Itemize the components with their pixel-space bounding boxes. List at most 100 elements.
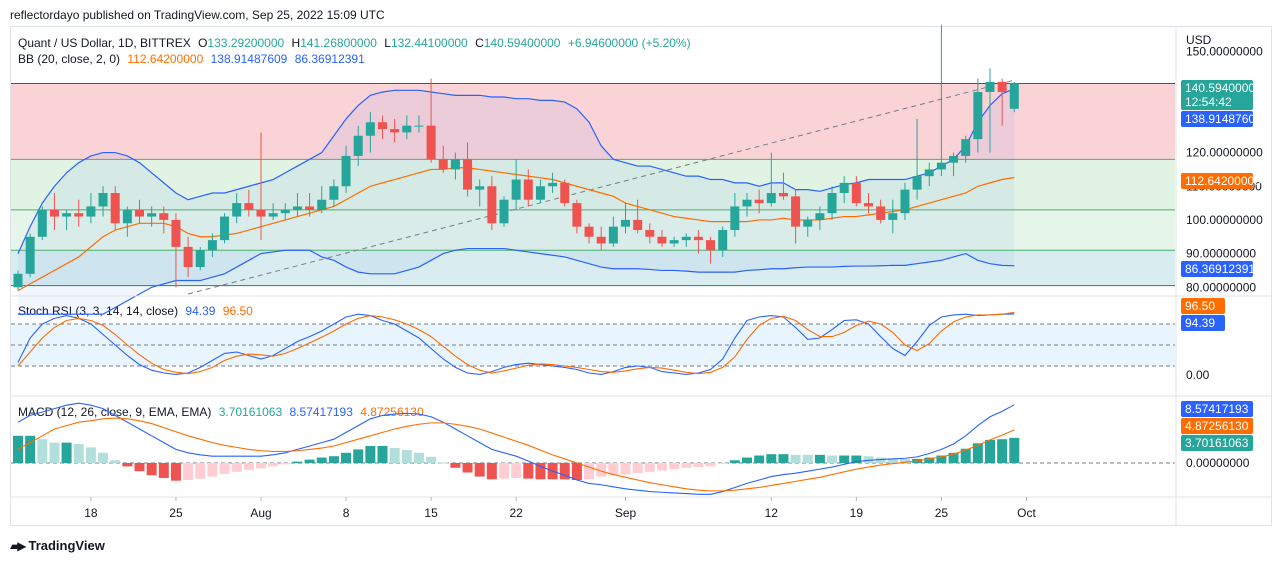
candle-body [183,246,193,268]
candle-body [171,219,181,247]
macd-histogram-bar [49,442,60,463]
macd-histogram-bar [960,448,971,463]
stoch-k-tag: 94.39 [1181,315,1225,331]
candle-body [645,230,655,237]
macd-signal-line [17,417,1015,492]
macd-histogram-bar [98,452,109,463]
zone-band-1 [11,159,1175,210]
time-tick-label: 15 [424,506,438,520]
tradingview-logo[interactable]: ▰▶ TradingView [10,538,105,553]
candle-body [706,240,716,251]
macd-histogram-bar [85,447,96,463]
candle-body [280,209,290,214]
macd-histogram-bar [243,463,254,470]
main-legend: Quant / US Dollar, 1D, BITTREX O133.2920… [18,36,695,50]
stoch-d-tag: 96.50 [1181,298,1225,314]
macd-histogram-bar [778,454,789,463]
price-tick-label: 100.00000000 [1186,213,1263,227]
candle-body [742,199,752,207]
candle-body [608,226,618,244]
macd-histogram-bar [256,463,266,469]
candle-body [1009,83,1019,109]
macd-histogram-bar [584,463,595,480]
macd-histogram-bar [511,463,522,478]
bb-legend[interactable]: BB (20, close, 2, 0) 112.64200000 138.91… [18,52,369,66]
candle-body [973,91,983,140]
candle-body [730,206,740,231]
stoch-legend[interactable]: Stoch RSI (3, 3, 14, 14, close) 94.39 96… [18,304,257,318]
macd-histogram-bar [280,463,291,465]
candle-body [292,206,302,210]
low-value: 132.44100000 [390,36,468,50]
macd-label: MACD (12, 26, close, 9, EMA, EMA) [18,405,212,419]
macd-histogram-bar [669,463,680,470]
candle-body [657,236,667,244]
macd-histogram-bar [985,439,995,463]
candle-body [329,186,339,200]
symbol-label[interactable]: Quant / US Dollar, 1D, BITTREX [18,36,191,50]
candle-body [147,213,157,217]
macd-legend[interactable]: MACD (12, 26, close, 9, EMA, EMA) 3.7016… [18,405,428,419]
macd-histogram-bar [839,455,850,463]
trend-line [187,79,1015,295]
candle-body [669,240,679,244]
macd-histogram-bar [620,463,631,475]
candle-body [365,122,375,136]
candle-body [827,192,837,214]
candle-body [135,209,144,217]
candle-body [560,182,570,204]
macd-histogram-bar [827,455,838,463]
macd-tick-label: 0.00000000 [1186,456,1250,470]
close-value: 140.59400000 [483,36,561,50]
macd-histogram-bar [705,463,716,467]
candle-body [268,213,278,217]
macd-histogram-bar [61,442,72,463]
candle-body [110,192,120,224]
candle-body [633,219,643,231]
candle-body [961,139,971,156]
macd-histogram-bar [37,439,48,463]
macd-histogram-bar [146,463,157,476]
open-value: 133.29200000 [207,36,285,50]
publisher-caption: reflectordayo published on TradingView.c… [10,8,385,22]
candle-body [511,179,521,200]
candle-body [475,186,485,190]
time-tick-label: 12 [765,506,779,520]
macd-histogram-bar [887,458,898,463]
bb-label: BB (20, close, 2, 0) [18,52,121,66]
current-price-tag: 140.59400000 12:54:42 [1181,80,1262,110]
candle-body [463,159,473,190]
candle-body [74,213,84,217]
candle-body [548,182,558,187]
macd-histogram-bar [110,460,121,463]
candle-body [778,192,788,197]
macd-histogram-bar [729,460,740,463]
candle-body [390,129,400,133]
bb-lower-line [18,247,1015,315]
candle-body [900,189,910,214]
candle-body [86,206,96,217]
candle-body [220,216,230,241]
time-tick-label: 22 [509,506,523,520]
candle-body [37,209,47,237]
price-tick-label: 90.00000000 [1186,247,1256,261]
macd-histogram-bar [681,463,692,468]
low-label: L [384,36,391,50]
bb-lower-value: 86.36912391 [294,52,365,66]
candle-body [499,199,509,224]
macd-histogram-bar [231,463,242,472]
macd-histogram-bar [499,463,509,479]
candle-body [839,182,849,193]
macd-line-value: 8.57417193 [289,405,353,419]
current-price-value: 140.59400000 [1185,81,1262,95]
candle-body [621,219,630,227]
stoch-k-value: 94.39 [185,304,216,318]
candle-body [256,209,266,217]
macd-histogram-bar [183,463,194,480]
macd-histogram-bar [316,457,327,463]
candle-body [997,81,1007,92]
price-tick-label: 120.00000000 [1186,146,1263,160]
macd-histogram-bar [596,463,607,477]
candle-body [13,273,23,288]
